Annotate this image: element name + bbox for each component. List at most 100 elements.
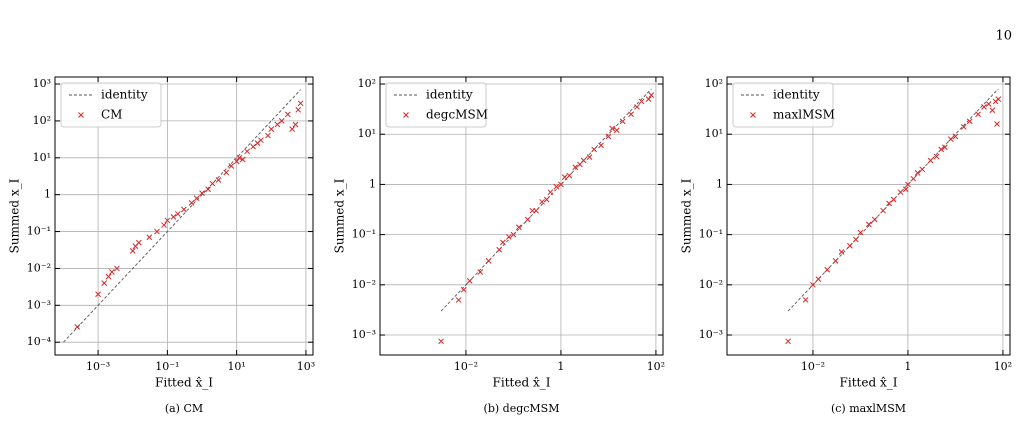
point [938, 146, 944, 153]
point [438, 338, 444, 345]
point [914, 170, 921, 176]
point [135, 239, 142, 246]
point [975, 111, 981, 118]
caption: (c) maxlMSM [831, 402, 906, 415]
axes-frame [379, 76, 664, 356]
point [533, 207, 539, 214]
point [613, 127, 620, 134]
y-tick-label: 10⁻³ [27, 298, 51, 311]
point [174, 211, 181, 217]
point [268, 126, 275, 132]
point [164, 217, 171, 224]
legend-marker [78, 112, 84, 118]
point [927, 157, 934, 164]
point [515, 224, 522, 231]
point [170, 214, 177, 220]
y-axis-label: Summed x_I [8, 178, 22, 253]
y-tick-label: 10⁻¹ [699, 228, 723, 241]
y-tick-label: 10⁻² [699, 278, 723, 291]
point [561, 174, 568, 180]
x-tick-label: 1 [557, 360, 564, 373]
legend-box [60, 82, 162, 128]
point [95, 291, 101, 298]
y-tick-label: 10² [705, 77, 723, 90]
caption: (a) CM [165, 402, 203, 415]
legend-marker [750, 112, 756, 118]
point [510, 231, 517, 238]
point [558, 181, 564, 188]
point [539, 198, 545, 205]
y-tick-label: 1 [716, 177, 723, 190]
point [890, 196, 897, 203]
y-axis-label: Summed x_I [680, 178, 694, 253]
point [591, 146, 597, 153]
point [265, 132, 271, 139]
point [524, 216, 531, 223]
point [236, 154, 243, 161]
point [258, 137, 264, 144]
x-axis-label: Fitted x̂_I [155, 376, 213, 390]
point [810, 281, 816, 288]
point [857, 229, 864, 236]
point [785, 338, 791, 345]
legend-label: CM [101, 108, 122, 122]
plot: 10⁻² 1 10² 10⁻³ 10⁻² 10⁻¹ 1 10¹ 10² identity maxlM… [680, 76, 1012, 415]
point [209, 180, 216, 187]
axes-frame [726, 76, 1011, 356]
point [553, 183, 560, 190]
point [942, 144, 948, 151]
point [205, 186, 211, 193]
point [215, 177, 222, 183]
plot: 10⁻³ 10⁻¹ 10¹ 10³ 10⁻⁴ 10⁻³ 10⁻² 10⁻¹ 1 10¹ 10² 10³… [8, 76, 315, 415]
point [966, 118, 973, 125]
point [496, 246, 502, 253]
y-tick-label: 1 [44, 188, 51, 201]
point [199, 190, 205, 196]
x-tick-label: 10³ [297, 360, 315, 373]
point [985, 101, 992, 107]
identity-line [63, 89, 301, 343]
page-number: 10 [995, 29, 1012, 44]
point [852, 236, 859, 243]
point [648, 92, 655, 99]
point [905, 181, 911, 188]
y-tick-label: 10⁻¹ [27, 225, 51, 238]
point [605, 133, 612, 140]
point [609, 125, 616, 132]
y-tick-label: 10⁻³ [352, 328, 376, 341]
point [297, 100, 304, 107]
plot: 10⁻² 1 10² 10⁻³ 10⁻² 10⁻¹ 1 10¹ 10² identity degcM… [333, 76, 665, 415]
point [802, 297, 809, 303]
point [628, 111, 634, 118]
point [455, 297, 462, 303]
point [233, 158, 240, 165]
point [910, 175, 917, 182]
point [981, 104, 987, 110]
point [638, 98, 645, 105]
point [598, 142, 604, 149]
x-tick-label: 10⁻² [801, 360, 825, 373]
point [485, 258, 492, 264]
point [292, 121, 299, 128]
point [645, 96, 652, 102]
legend-label: maxlMSM [773, 108, 835, 122]
y-tick-label: 1 [369, 177, 376, 190]
point [952, 133, 959, 140]
point [188, 200, 195, 206]
point [902, 186, 909, 193]
point [995, 96, 1002, 102]
point [832, 258, 839, 264]
legend-label: degcMSM [426, 108, 488, 122]
legend-box [732, 82, 834, 128]
legend-label: identity [426, 88, 473, 102]
point [634, 104, 640, 110]
point [500, 239, 506, 246]
point [244, 148, 250, 155]
point [989, 107, 996, 114]
x-tick-label: 10⁻² [454, 360, 478, 373]
point [161, 222, 167, 228]
point [505, 234, 512, 240]
point [871, 216, 878, 223]
x-axis-label: Fitted x̂_I [840, 376, 898, 390]
x-axis-label: Fitted x̂_I [493, 376, 551, 390]
